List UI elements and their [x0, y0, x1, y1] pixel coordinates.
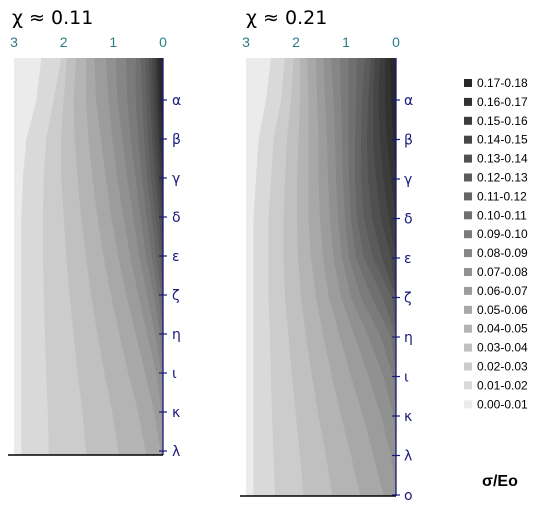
legend-swatch [464, 79, 472, 87]
y-tick-label: λ [404, 449, 412, 465]
legend-label: 0.14-0.15 [477, 133, 528, 147]
y-tick-label: δ [172, 210, 181, 226]
y-tick-label: η [172, 327, 181, 343]
y-tick-label: κ [172, 405, 180, 421]
legend-label: 0.05-0.06 [477, 303, 528, 317]
y-tick-label: α [172, 93, 181, 109]
y-tick-label: β [404, 133, 413, 149]
axes: 3 2 1 0 α β γ δ ε ζ η ι κ λ [8, 34, 181, 460]
contour-regions [246, 58, 396, 496]
legend-label: 0.17-0.18 [477, 76, 528, 90]
legend-label: 0.10-0.11 [477, 208, 527, 222]
x-tick-label: 0 [392, 34, 400, 50]
legend-swatch [464, 343, 472, 352]
legend-swatch [464, 362, 472, 371]
legend-title: σ/Eo [482, 473, 518, 490]
x-tick-label: 2 [292, 34, 300, 50]
legend-swatch [464, 173, 472, 182]
legend-swatch [464, 135, 472, 144]
legend-label: 0.04-0.05 [477, 322, 528, 336]
legend-swatch [464, 305, 472, 314]
legend-label: 0.07-0.08 [477, 265, 528, 279]
legend-swatch [464, 400, 472, 409]
legend-label: 0.09-0.10 [477, 227, 528, 241]
legend-swatch [464, 154, 472, 163]
legend-swatch [464, 192, 472, 201]
legend-swatch [464, 230, 472, 239]
y-tick-label: ο [404, 488, 413, 504]
legend-label: 0.16-0.17 [477, 95, 528, 109]
legend-label: 0.08-0.09 [477, 246, 528, 260]
band-16 [385, 58, 396, 496]
y-tick-label: α [404, 93, 413, 109]
panel-title: χ ≈ 0.21 [246, 7, 327, 29]
legend-label: 0.12-0.13 [477, 171, 528, 185]
legend-swatch [464, 116, 472, 125]
legend-label: 0.15-0.16 [477, 114, 528, 128]
panel-chi-011: χ ≈ 0.11 3 2 1 0 α β γ δ ε ζ η ι κ λ [8, 7, 181, 460]
y-tick-label: ι [404, 370, 409, 386]
legend-entries: 0.17-0.18 0.16-0.17 0.15-0.16 0.14-0.15 0.13… [464, 76, 528, 411]
legend-label: 0.03-0.04 [477, 341, 528, 355]
y-tick-label: δ [404, 212, 413, 228]
band-15 [155, 58, 163, 455]
y-tick-label: λ [172, 444, 180, 460]
legend-swatch [464, 249, 472, 258]
y-tick-label: γ [404, 172, 412, 188]
y-tick-label: ε [172, 249, 180, 265]
x-tick-label: 3 [10, 34, 18, 50]
band-16 [157, 58, 163, 455]
legend-label: 0.01-0.02 [477, 378, 528, 392]
legend-swatch [464, 324, 472, 333]
y-tick-label: η [404, 330, 413, 346]
y-tick-label: κ [404, 409, 412, 425]
legend-swatch [464, 97, 472, 106]
y-tick-label: ζ [172, 288, 180, 304]
legend: 0.17-0.18 0.16-0.17 0.15-0.16 0.14-0.15 0.13… [464, 76, 528, 490]
x-tick-label: 2 [60, 34, 68, 50]
legend-swatch [464, 268, 472, 276]
panel-chi-021: χ ≈ 0.21 3 2 1 0 α β γ δ ε ζ η ι κ λ ο [240, 7, 413, 504]
axes: 3 2 1 0 α β γ δ ε ζ η ι κ λ ο [240, 34, 413, 504]
legend-label: 0.11-0.12 [477, 189, 527, 203]
legend-swatch [464, 286, 472, 295]
legend-label: 0.06-0.07 [477, 284, 528, 298]
legend-swatch [464, 211, 472, 220]
x-tick-label: 0 [159, 34, 167, 50]
y-tick-label: β [172, 132, 181, 148]
legend-label: 0.02-0.03 [477, 360, 528, 374]
panel-title: χ ≈ 0.11 [12, 7, 93, 29]
y-tick-label: γ [172, 171, 180, 187]
contour-regions [14, 58, 164, 455]
x-tick-label: 1 [342, 34, 350, 50]
x-tick-label: 3 [242, 34, 250, 50]
x-tick-label: 1 [109, 34, 117, 50]
y-tick-label: ε [404, 251, 412, 267]
y-tick-label: ι [172, 366, 177, 382]
legend-label: 0.00-0.01 [477, 397, 528, 411]
legend-swatch [464, 381, 472, 390]
legend-label: 0.13-0.14 [477, 152, 528, 166]
y-tick-label: ζ [404, 291, 412, 307]
